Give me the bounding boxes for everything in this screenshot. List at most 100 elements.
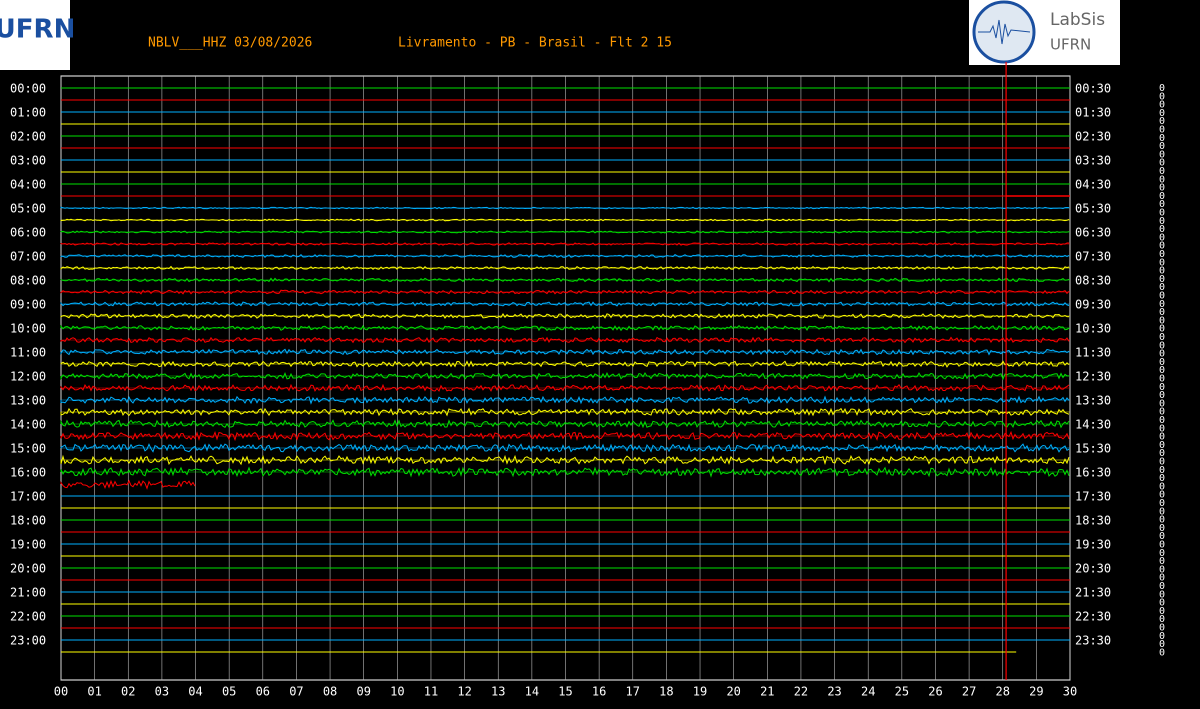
right-mark: 0 xyxy=(1159,614,1165,625)
trace xyxy=(60,336,1070,344)
trace xyxy=(60,371,1070,381)
right-mark: 0 xyxy=(1159,282,1165,293)
right-mark: 0 xyxy=(1159,158,1165,169)
right-mark: 0 xyxy=(1159,274,1165,285)
left-time-label: 00:00 xyxy=(10,82,46,96)
left-time-label: 13:00 xyxy=(10,394,46,408)
left-time-label: 02:00 xyxy=(10,130,46,144)
right-mark: 0 xyxy=(1159,432,1165,443)
left-time-label: 15:00 xyxy=(10,442,46,456)
right-mark: 0 xyxy=(1159,415,1165,426)
left-time-label: 20:00 xyxy=(10,562,46,576)
right-mark: 0 xyxy=(1159,589,1165,600)
right-mark: 0 xyxy=(1159,241,1165,252)
x-tick-label: 11 xyxy=(424,685,438,699)
left-time-label: 09:00 xyxy=(10,298,46,312)
right-time-label: 21:30 xyxy=(1075,586,1111,600)
right-mark: 0 xyxy=(1159,324,1165,335)
x-tick-label: 08 xyxy=(323,685,337,699)
right-mark: 0 xyxy=(1159,299,1165,310)
right-mark: 0 xyxy=(1159,266,1165,277)
right-mark: 0 xyxy=(1159,149,1165,160)
right-time-label: 05:30 xyxy=(1075,202,1111,216)
x-tick-label: 23 xyxy=(827,685,841,699)
trace xyxy=(60,277,1070,283)
right-mark: 0 xyxy=(1159,141,1165,152)
trace xyxy=(60,454,1070,466)
right-mark: 0 xyxy=(1159,440,1165,451)
left-time-label: 08:00 xyxy=(10,274,46,288)
trace xyxy=(60,443,1070,453)
left-time-label: 14:00 xyxy=(10,418,46,432)
right-time-label: 23:30 xyxy=(1075,634,1111,648)
right-time-label: 17:30 xyxy=(1075,490,1111,504)
trace xyxy=(60,407,1070,417)
x-tick-label: 09 xyxy=(356,685,370,699)
right-mark: 0 xyxy=(1159,208,1165,219)
right-time-label: 11:30 xyxy=(1075,346,1111,360)
x-tick-label: 19 xyxy=(693,685,707,699)
right-mark: 0 xyxy=(1159,515,1165,526)
trace xyxy=(60,265,1070,271)
right-time-label: 04:30 xyxy=(1075,178,1111,192)
right-mark: 0 xyxy=(1159,83,1165,94)
right-mark: 0 xyxy=(1159,573,1165,584)
x-tick-label: 06 xyxy=(256,685,270,699)
right-mark: 0 xyxy=(1159,357,1165,368)
right-mark: 0 xyxy=(1159,100,1165,111)
right-mark: 0 xyxy=(1159,116,1165,127)
left-time-label: 23:00 xyxy=(10,634,46,648)
left-time-label: 01:00 xyxy=(10,106,46,120)
right-mark: 0 xyxy=(1159,365,1165,376)
right-mark: 0 xyxy=(1159,606,1165,617)
right-time-label: 18:30 xyxy=(1075,514,1111,528)
x-tick-label: 14 xyxy=(525,685,539,699)
right-mark: 0 xyxy=(1159,548,1165,559)
x-tick-label: 16 xyxy=(592,685,606,699)
trace xyxy=(60,466,1070,478)
right-mark: 0 xyxy=(1159,481,1165,492)
right-time-label: 14:30 xyxy=(1075,418,1111,432)
right-mark: 0 xyxy=(1159,216,1165,227)
left-time-label: 10:00 xyxy=(10,322,46,336)
right-time-label: 12:30 xyxy=(1075,370,1111,384)
left-time-label: 19:00 xyxy=(10,538,46,552)
trace xyxy=(60,301,1070,307)
right-mark: 0 xyxy=(1159,465,1165,476)
right-mark: 0 xyxy=(1159,349,1165,360)
x-tick-label: 26 xyxy=(928,685,942,699)
right-mark: 0 xyxy=(1159,540,1165,551)
logo-right-wave xyxy=(978,19,1031,45)
right-mark: 0 xyxy=(1159,224,1165,235)
x-tick-label: 07 xyxy=(289,685,303,699)
right-mark: 0 xyxy=(1159,498,1165,509)
left-time-label: 12:00 xyxy=(10,370,46,384)
right-time-label: 15:30 xyxy=(1075,442,1111,456)
right-mark: 0 xyxy=(1159,315,1165,326)
x-tick-label: 22 xyxy=(794,685,808,699)
x-tick-label: 00 xyxy=(54,685,68,699)
x-tick-label: 25 xyxy=(895,685,909,699)
trace xyxy=(60,395,1070,405)
x-tick-label: 03 xyxy=(155,685,169,699)
right-mark: 0 xyxy=(1159,125,1165,136)
right-mark: 0 xyxy=(1159,199,1165,210)
right-time-label: 02:30 xyxy=(1075,130,1111,144)
trace xyxy=(60,348,1070,356)
right-mark: 0 xyxy=(1159,398,1165,409)
right-time-label: 03:30 xyxy=(1075,154,1111,168)
station-title: NBLV___HHZ 03/08/2026 xyxy=(148,36,312,51)
logo-right-title: LabSis xyxy=(1050,10,1105,30)
x-tick-label: 10 xyxy=(390,685,404,699)
x-tick-label: 21 xyxy=(760,685,774,699)
x-tick-label: 15 xyxy=(558,685,572,699)
right-mark: 0 xyxy=(1159,581,1165,592)
x-tick-label: 28 xyxy=(996,685,1010,699)
right-time-label: 19:30 xyxy=(1075,538,1111,552)
left-time-label: 17:00 xyxy=(10,490,46,504)
right-mark: 0 xyxy=(1159,249,1165,260)
right-mark: 0 xyxy=(1159,423,1165,434)
right-time-label: 13:30 xyxy=(1075,394,1111,408)
